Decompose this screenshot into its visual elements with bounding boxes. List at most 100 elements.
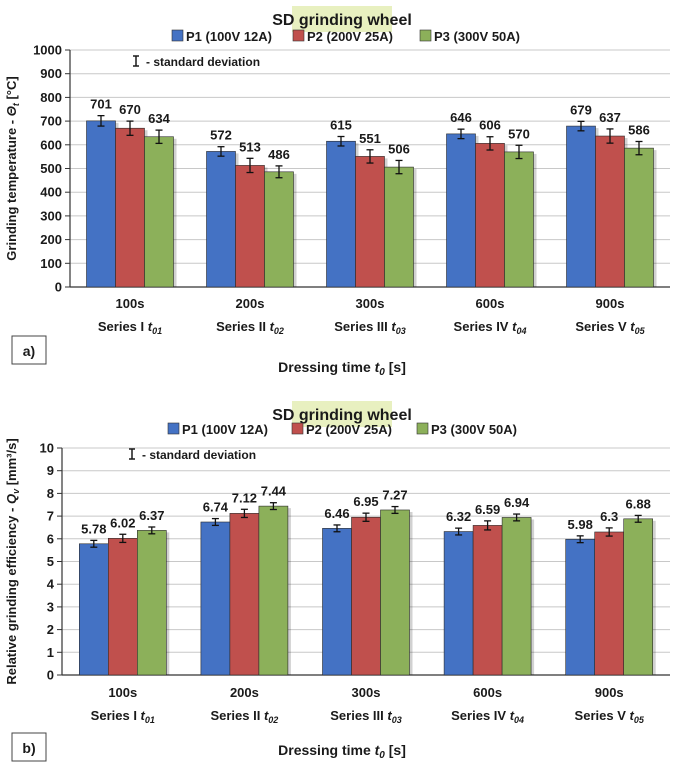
- category-group-3: 6.46 6.95 7.27 300s Series III t03: [322, 488, 413, 725]
- y-tick-label: 5: [47, 554, 54, 569]
- x-tick-label: 900s: [596, 296, 625, 311]
- y-tick-label: 100: [40, 256, 62, 271]
- bar-3: [137, 530, 167, 676]
- y-tick-label: 600: [40, 137, 62, 152]
- y-tick-label: 0: [55, 280, 62, 295]
- bar-1: [86, 120, 116, 288]
- data-label: 670: [119, 102, 141, 117]
- chart-title-background: [292, 401, 392, 427]
- category-group-5: 5.98 6.3 6.88 900s Series V t05: [565, 496, 656, 725]
- legend-label-3: P3 (300V 50A): [431, 422, 517, 437]
- series-label: Series II t02: [210, 708, 278, 725]
- bar-3: [144, 136, 174, 288]
- bar-2: [115, 127, 145, 288]
- category-group-3: 615 551 506 300s Series III t03: [326, 118, 417, 336]
- data-label: 637: [599, 110, 621, 125]
- y-tick-label: 500: [40, 161, 62, 176]
- y-axis-title: Grinding temperature - Θt [°C]: [4, 76, 21, 260]
- data-label: 615: [330, 118, 352, 133]
- legend-label-1: P1 (100V 12A): [182, 422, 268, 437]
- y-tick-label: 0: [47, 668, 54, 683]
- bar-1: [200, 521, 231, 676]
- y-tick-label: 9: [47, 463, 54, 478]
- bar-1: [79, 543, 109, 676]
- panel-label: b): [11, 732, 47, 762]
- legend-label-2: P2 (200V 25A): [306, 422, 392, 437]
- panel-label-text: a): [23, 343, 35, 359]
- series-label: Series II t02: [216, 319, 284, 336]
- bar-2: [108, 538, 138, 676]
- data-label: 551: [359, 131, 381, 146]
- data-label: 606: [479, 118, 501, 133]
- panel-label-box: [11, 732, 47, 762]
- data-label: 513: [239, 139, 261, 154]
- panel-label-text: b): [22, 740, 35, 756]
- series-label: Series III t03: [330, 708, 401, 725]
- x-tick-label: 200s: [236, 296, 265, 311]
- bar-1: [446, 133, 476, 288]
- y-tick-label: 1: [47, 645, 54, 660]
- data-label: 679: [570, 102, 592, 117]
- data-label: 646: [450, 110, 472, 125]
- category-group-5: 679 637 586 900s Series V t05: [566, 102, 657, 336]
- y-tick-label: 7: [47, 509, 54, 524]
- series-label: Series V t05: [575, 319, 645, 336]
- y-tick-label: 10: [40, 441, 54, 456]
- legend-label-1: P1 (100V 12A): [186, 29, 272, 44]
- y-tick-label: 6: [47, 531, 54, 546]
- data-label: 586: [628, 122, 650, 137]
- error-note-text: - standard deviation: [142, 448, 256, 462]
- bar-1: [206, 151, 236, 288]
- series-label: Series III t03: [334, 319, 405, 336]
- bar-3: [501, 517, 532, 676]
- y-tick-label: 3: [47, 599, 54, 614]
- series-label: Series V t05: [575, 708, 645, 725]
- error-note: - standard deviation: [129, 448, 256, 462]
- bar-3: [624, 147, 654, 288]
- category-group-1: 5.78 6.02 6.37 100s Series I t01: [79, 508, 170, 725]
- data-label: 5.98: [568, 517, 593, 532]
- bar-1: [322, 528, 352, 676]
- legend-label-2: P2 (200V 25A): [307, 29, 393, 44]
- data-label: 701: [90, 97, 112, 112]
- chart-title-background: [292, 6, 392, 32]
- x-tick-label: 600s: [476, 296, 505, 311]
- data-label: 6.37: [139, 508, 164, 523]
- bar-2: [472, 525, 503, 676]
- legend-swatch-1: [171, 29, 184, 42]
- series-label: Series I t01: [91, 708, 155, 725]
- data-label: 506: [388, 141, 410, 156]
- bar-2: [595, 135, 625, 288]
- bar-1: [565, 538, 596, 676]
- data-label: 6.46: [324, 506, 349, 521]
- y-tick-label: 800: [40, 90, 62, 105]
- y-tick-label: 8: [47, 486, 54, 501]
- y-tick-label: 900: [40, 66, 62, 81]
- data-label: 6.3: [600, 509, 618, 524]
- bar-1: [326, 140, 356, 288]
- category-group-4: 646 606 570 600s Series IV t04: [446, 110, 537, 336]
- chart-panel-b: SD grinding wheel P1 (100V 12A) P2 (200V 2…: [4, 401, 670, 762]
- series-label: Series I t01: [98, 319, 162, 336]
- x-tick-label: 100s: [108, 685, 137, 700]
- bar-2: [235, 165, 265, 288]
- bar-2: [351, 516, 381, 676]
- bar-3: [384, 166, 414, 288]
- legend-label-3: P3 (300V 50A): [434, 29, 520, 44]
- bar-3: [504, 151, 534, 288]
- data-label: 6.59: [475, 502, 500, 517]
- panel-label: a): [11, 335, 47, 365]
- bar-3: [623, 518, 654, 676]
- category-group-2: 6.747.12 7.44 200s Series II t02: [200, 484, 291, 725]
- x-tick-label: 100s: [116, 296, 145, 311]
- legend-swatch-2: [291, 422, 304, 435]
- series-label: Series IV t04: [451, 708, 524, 725]
- bar-3: [380, 509, 410, 676]
- data-label: 7.27: [382, 488, 407, 503]
- data-label: 572: [210, 128, 232, 143]
- y-tick-label: 400: [40, 185, 62, 200]
- data-label: 6.74: [203, 500, 229, 515]
- data-label: 6.02: [110, 515, 135, 530]
